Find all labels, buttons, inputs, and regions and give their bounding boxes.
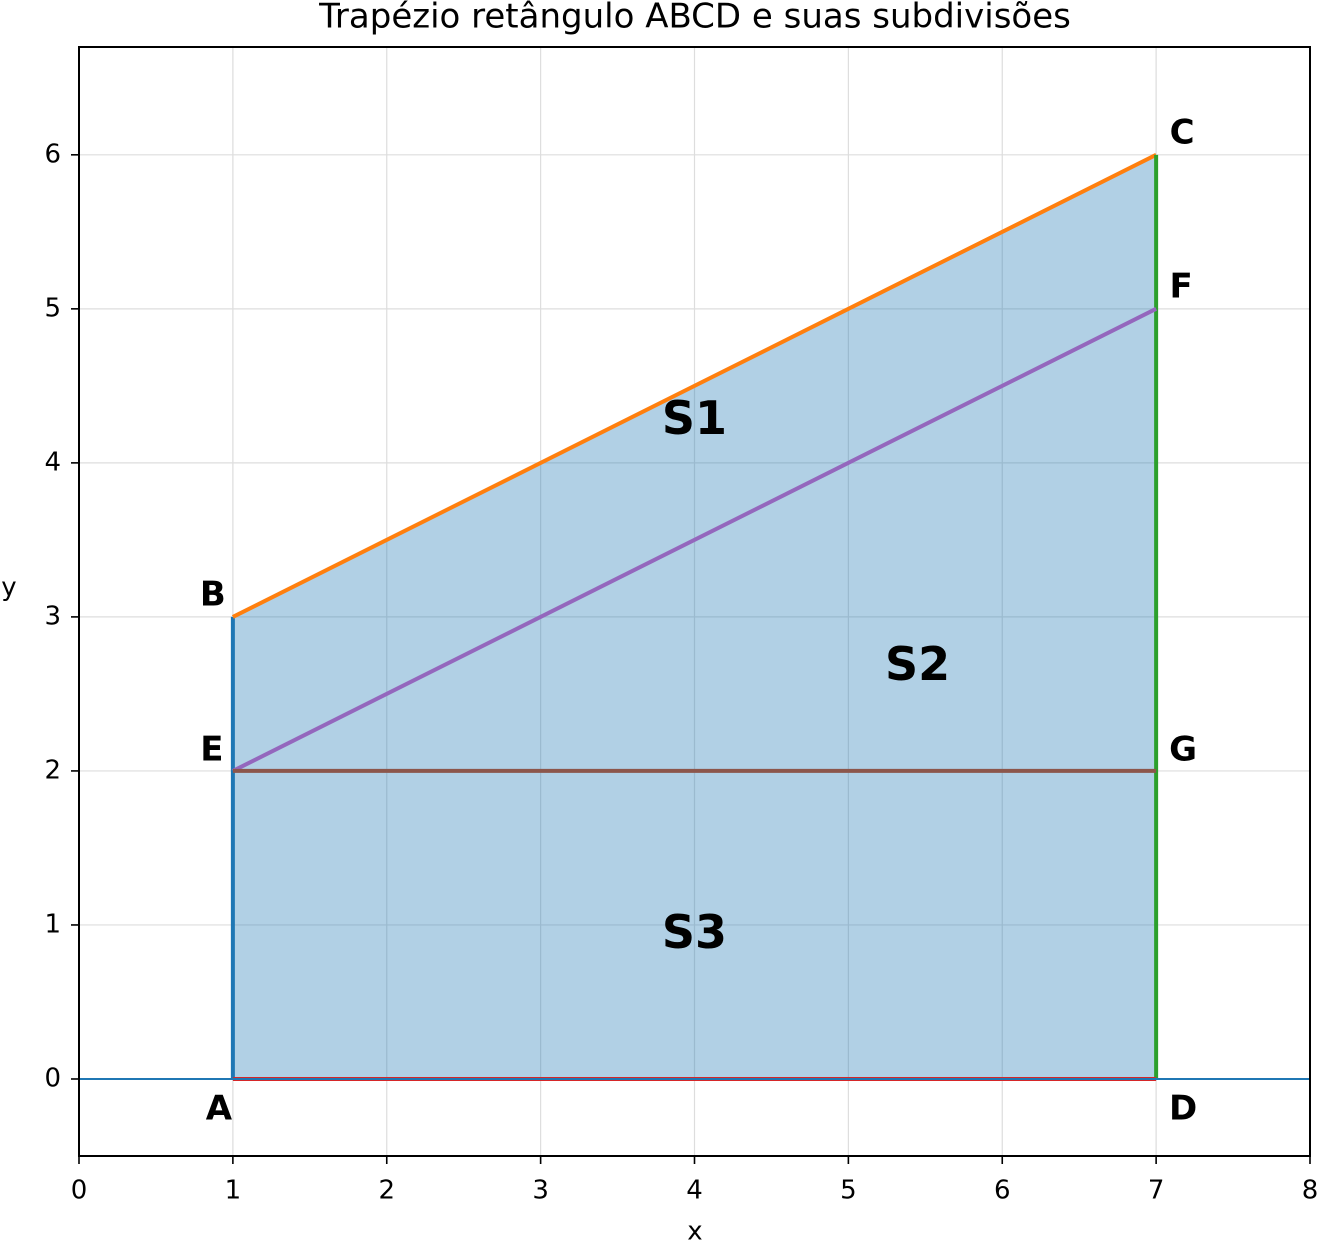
- y-axis-label: y: [1, 573, 16, 603]
- point-label: E: [200, 729, 223, 769]
- region-label: S3: [662, 905, 727, 959]
- x-tick-label: 8: [1302, 1176, 1319, 1206]
- y-tick-label: 2: [44, 755, 61, 785]
- y-tick-label: 3: [44, 601, 61, 631]
- region-label: S1: [662, 391, 727, 445]
- chart-title: Trapézio retângulo ABCD e suas subdivisõ…: [318, 0, 1071, 37]
- segment: [231, 307, 1158, 773]
- point-label: G: [1169, 729, 1197, 769]
- x-tick-label: 0: [71, 1176, 88, 1206]
- point-label: D: [1169, 1088, 1197, 1128]
- point-label: A: [206, 1088, 233, 1128]
- x-tick-label: 6: [994, 1176, 1011, 1206]
- x-tick-label: 3: [532, 1176, 549, 1206]
- point-label: F: [1170, 266, 1193, 306]
- y-tick-label: 4: [44, 447, 61, 477]
- region-label: S2: [885, 637, 950, 691]
- point-label: B: [200, 574, 226, 614]
- x-tick-label: 1: [225, 1176, 242, 1206]
- y-tick-label: 5: [44, 293, 61, 323]
- y-tick-label: 6: [44, 139, 61, 169]
- x-tick-label: 4: [686, 1176, 703, 1206]
- y-tick-label: 1: [44, 909, 61, 939]
- point-label: C: [1170, 112, 1195, 152]
- plot-frame: [78, 46, 1311, 1157]
- trapezoid-fill: [232, 154, 1157, 1079]
- segment: [231, 153, 1158, 619]
- x-tick-label: 7: [1148, 1176, 1165, 1206]
- x-axis-label: x: [687, 1217, 702, 1242]
- x-tick-label: 5: [840, 1176, 857, 1206]
- y-tick-label: 0: [44, 1063, 61, 1093]
- x-tick-label: 2: [378, 1176, 395, 1206]
